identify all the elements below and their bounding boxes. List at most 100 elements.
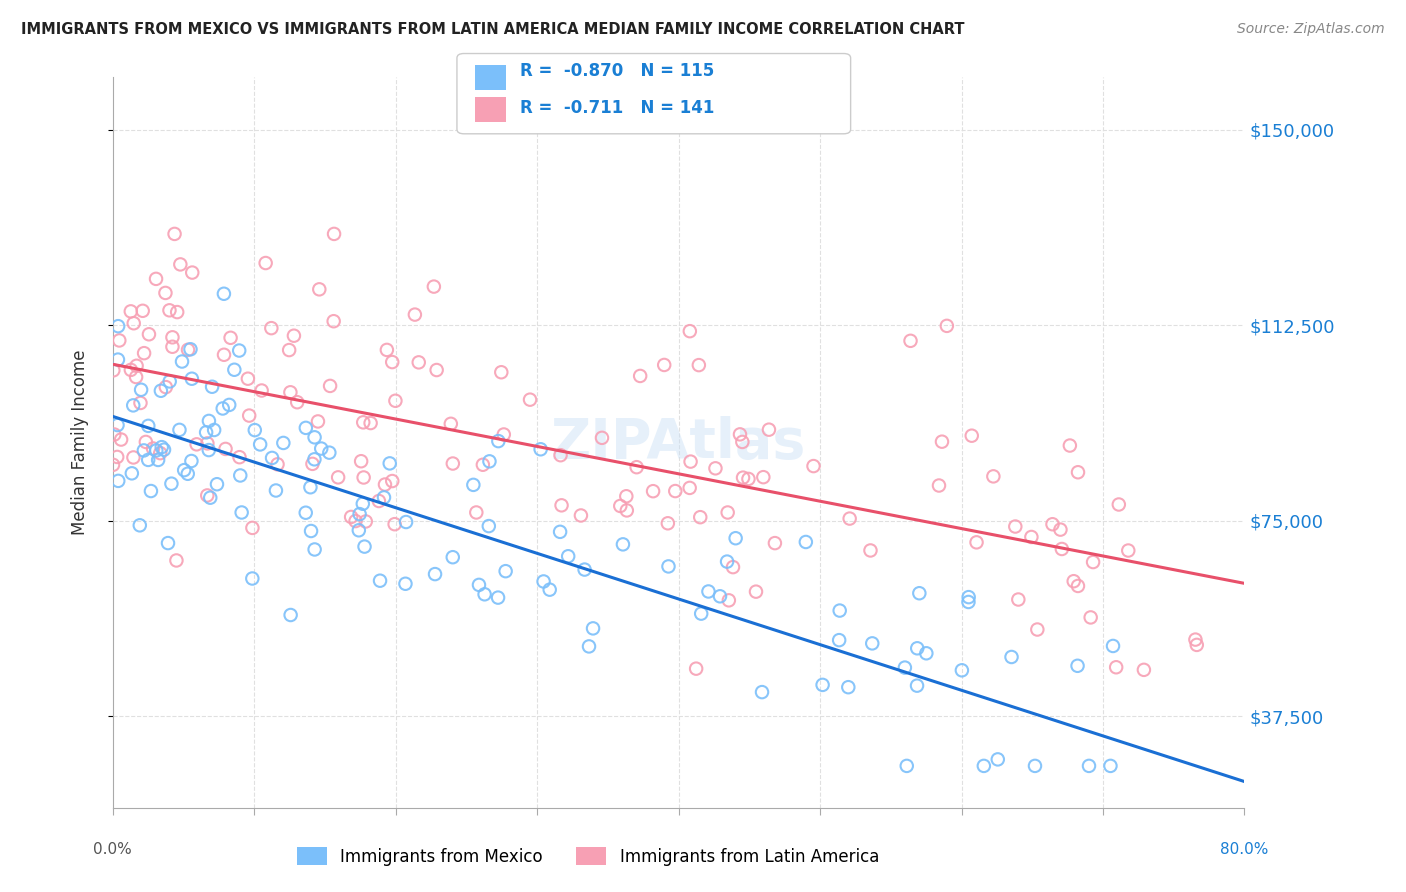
Point xyxy=(122,316,145,330)
Point xyxy=(249,437,271,451)
Point xyxy=(352,415,374,429)
Point xyxy=(1004,519,1026,533)
Point xyxy=(905,641,928,656)
Point xyxy=(107,319,129,334)
Point xyxy=(1185,638,1208,652)
Point xyxy=(1066,658,1088,673)
Point xyxy=(309,442,332,456)
Point xyxy=(304,452,326,467)
Point xyxy=(169,423,191,437)
Point xyxy=(614,489,637,503)
Point xyxy=(731,434,754,449)
Point xyxy=(353,540,375,554)
Point xyxy=(169,257,191,271)
Point xyxy=(657,559,679,574)
Point xyxy=(721,560,744,574)
Point xyxy=(384,517,406,532)
Point xyxy=(966,535,988,549)
Point xyxy=(163,227,186,241)
Point xyxy=(368,574,391,588)
Point xyxy=(299,480,322,494)
Point xyxy=(1116,543,1139,558)
Point xyxy=(957,595,980,609)
Point xyxy=(423,279,446,293)
Point xyxy=(136,453,159,467)
Point xyxy=(344,514,367,528)
Point xyxy=(860,636,883,650)
Point xyxy=(280,607,302,622)
Point xyxy=(423,567,446,582)
Point xyxy=(238,409,260,423)
Point xyxy=(121,467,143,481)
Point xyxy=(173,463,195,477)
Point xyxy=(426,363,449,377)
Point xyxy=(132,346,155,360)
Point xyxy=(1067,465,1090,479)
Point xyxy=(1081,555,1104,569)
Point xyxy=(1067,579,1090,593)
Point xyxy=(350,454,373,468)
Point xyxy=(1000,650,1022,665)
Point xyxy=(283,328,305,343)
Point xyxy=(384,393,406,408)
Point xyxy=(591,431,613,445)
Point xyxy=(145,272,167,286)
Point xyxy=(214,442,236,456)
Point xyxy=(394,576,416,591)
Point xyxy=(219,331,242,345)
Point xyxy=(983,469,1005,483)
Point xyxy=(441,457,464,471)
Point xyxy=(478,454,501,468)
Point xyxy=(440,417,463,431)
Point xyxy=(900,334,922,348)
Point xyxy=(195,488,218,502)
Text: ZIPAtlas: ZIPAtlas xyxy=(551,416,806,469)
Point xyxy=(110,433,132,447)
Point xyxy=(131,303,153,318)
Point xyxy=(205,477,228,491)
Point xyxy=(1133,663,1156,677)
Point xyxy=(724,531,747,545)
Point xyxy=(838,511,860,525)
Point xyxy=(307,414,329,428)
Point xyxy=(150,440,173,454)
Point xyxy=(685,662,707,676)
Point xyxy=(626,460,648,475)
Text: R =  -0.711   N = 141: R = -0.711 N = 141 xyxy=(520,99,714,117)
Point xyxy=(103,427,125,442)
Point xyxy=(254,256,277,270)
Point xyxy=(1099,759,1122,773)
Text: IMMIGRANTS FROM MEXICO VS IMMIGRANTS FROM LATIN AMERICA MEDIAN FAMILY INCOME COR: IMMIGRANTS FROM MEXICO VS IMMIGRANTS FRO… xyxy=(21,22,965,37)
Text: 0.0%: 0.0% xyxy=(93,842,132,857)
Point xyxy=(519,392,541,407)
Point xyxy=(908,586,931,600)
Point xyxy=(960,428,983,442)
Point xyxy=(322,314,344,328)
Point xyxy=(156,536,179,550)
Point xyxy=(262,450,284,465)
Point xyxy=(763,536,786,550)
Point xyxy=(105,450,128,464)
Point xyxy=(180,372,202,386)
Point xyxy=(195,425,218,440)
Point xyxy=(530,442,553,457)
Point xyxy=(197,436,219,450)
Point xyxy=(155,380,177,394)
Point xyxy=(737,472,759,486)
Point xyxy=(931,434,953,449)
Point xyxy=(304,542,326,557)
Point xyxy=(160,476,183,491)
Point xyxy=(211,401,233,416)
Point xyxy=(716,555,738,569)
Point xyxy=(101,458,124,472)
Point xyxy=(1050,541,1073,556)
Point xyxy=(179,343,201,357)
Point xyxy=(299,524,322,538)
Point xyxy=(404,308,426,322)
Point xyxy=(295,421,318,435)
Point xyxy=(973,759,995,773)
Point xyxy=(323,227,346,241)
Point xyxy=(142,442,165,456)
Point xyxy=(758,423,780,437)
Point xyxy=(538,582,561,597)
